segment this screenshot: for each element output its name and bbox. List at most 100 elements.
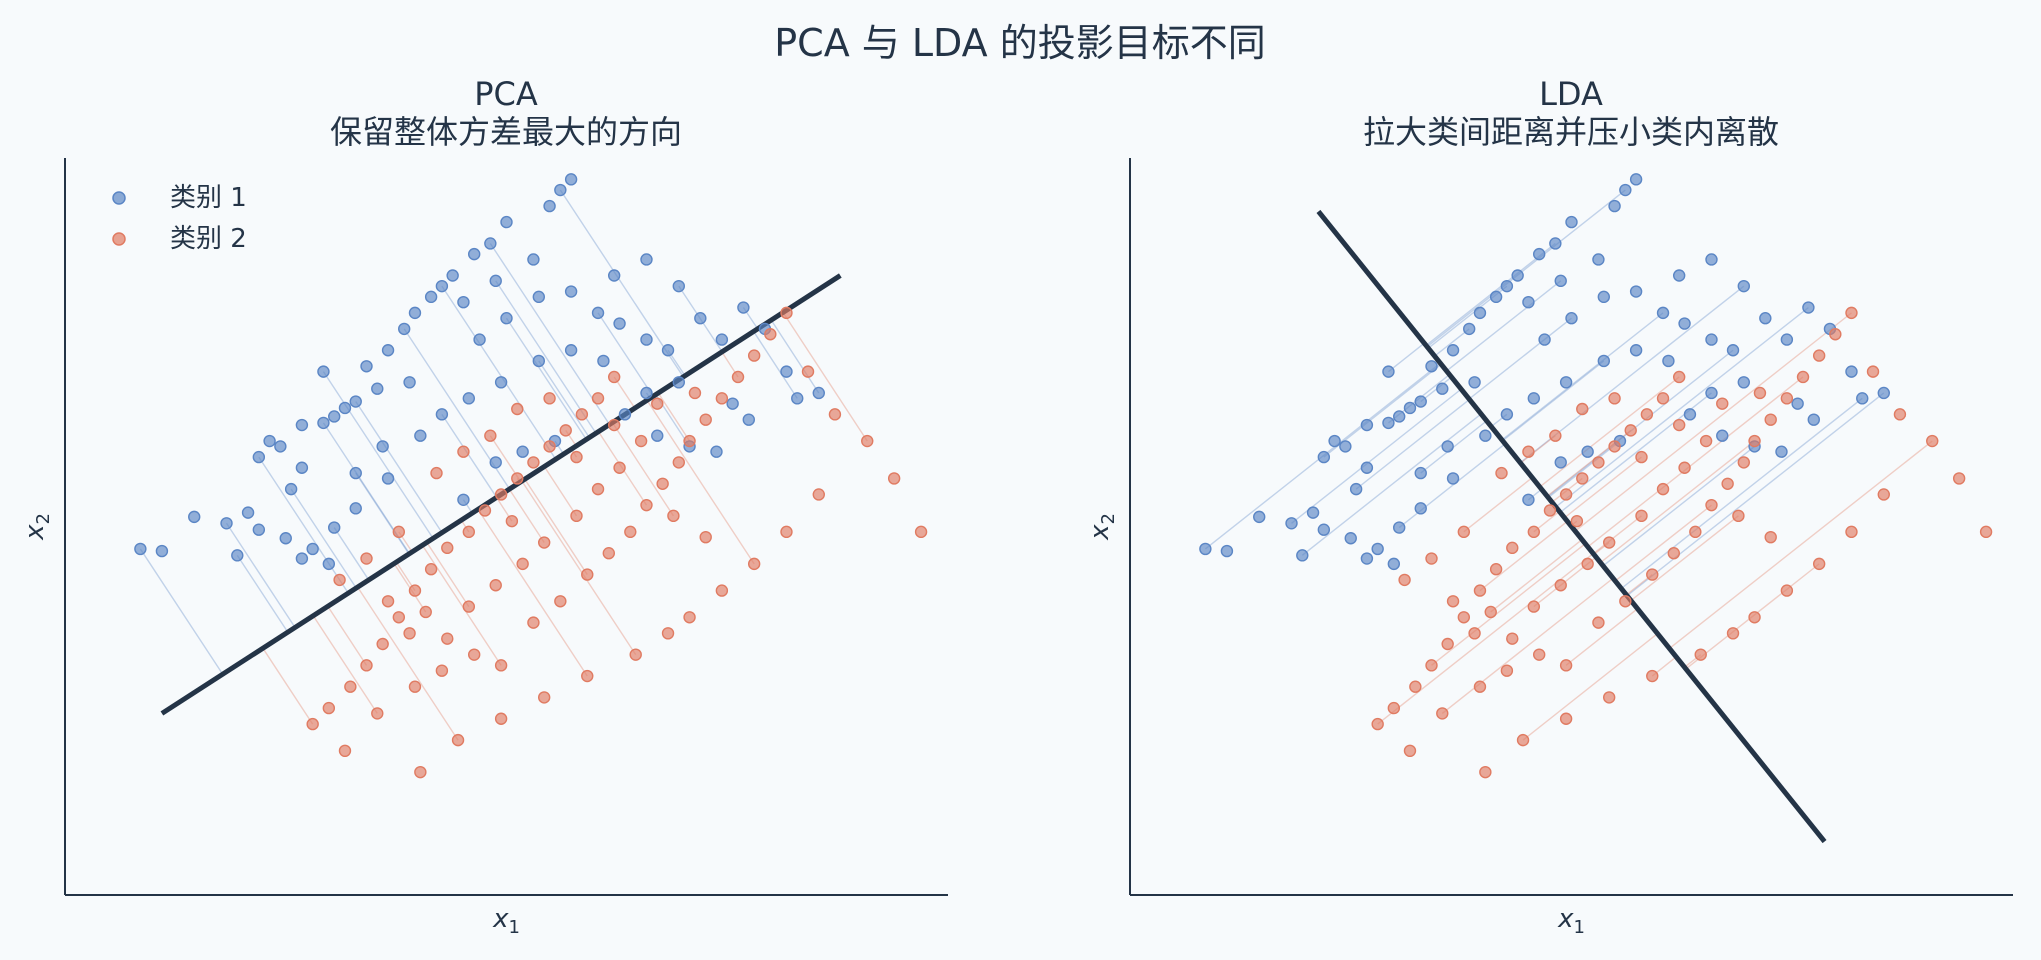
pca-point-class2: [441, 541, 454, 555]
lda-point-class2: [1694, 648, 1707, 661]
lda-point-class1: [1737, 279, 1750, 293]
lda-point-class2: [1716, 397, 1729, 410]
pca-x-label-sub: 1: [508, 917, 519, 938]
lda-point-class1: [1559, 376, 1573, 389]
lda-point-class1: [1349, 482, 1363, 496]
pca-point-class2: [537, 536, 551, 549]
pca-point-class2: [683, 434, 696, 448]
lda-projection-connector: [1592, 515, 1642, 555]
lda-point-class1: [1360, 461, 1374, 474]
pca-point-class1: [710, 445, 723, 458]
pca-projection-connector: [322, 371, 434, 539]
pca-point-class1: [241, 506, 255, 519]
lda-point-class2: [1737, 456, 1750, 469]
lda-point-class1: [1705, 386, 1718, 400]
lda-point-class2: [1532, 648, 1546, 661]
pca-point-class1: [414, 429, 427, 442]
pca-projection-connector: [489, 243, 610, 425]
lda-x-label: x1: [1557, 904, 1585, 938]
lda-point-class2: [1506, 632, 1519, 645]
pca-point-class2: [715, 392, 729, 405]
lda-point-class2: [1608, 392, 1621, 405]
pca-point-class1: [473, 333, 486, 346]
lda-point-class1: [1672, 269, 1686, 282]
lda-point-class1: [1662, 354, 1675, 368]
pca-point-class2: [419, 605, 432, 619]
lda-point-class2: [1812, 557, 1826, 571]
lda-projection-connector: [1522, 633, 1658, 741]
pca-point-class1: [812, 386, 825, 400]
lda-point-class1: [1436, 382, 1449, 395]
pca-point-class2: [914, 525, 928, 539]
pca-point-class1: [435, 408, 449, 421]
pca-projection-connector: [524, 478, 588, 575]
pca-projection-connector: [597, 312, 654, 397]
pca-point-class2: [435, 664, 449, 677]
lda-point-class2: [1387, 701, 1401, 715]
lda-point-class1: [1619, 183, 1632, 197]
lda-point-class1: [1845, 365, 1858, 378]
lda-point-class2: [1667, 547, 1680, 560]
pca-point-class1: [640, 253, 653, 266]
lda-point-class2: [1796, 370, 1810, 384]
lda-projection-connector: [1564, 456, 1642, 519]
legend-label-class1: 类别 1: [170, 183, 247, 213]
lda-projection-connector: [1520, 435, 1556, 464]
pca-projection-connector: [770, 319, 820, 394]
pca-point-class2: [661, 627, 675, 640]
pca-point-class1: [640, 333, 653, 346]
pca-point-class1: [672, 376, 685, 389]
pca-point-class2: [344, 680, 357, 693]
pca-point-class1: [467, 247, 481, 261]
lda-point-class1: [1678, 317, 1691, 330]
lda-point-class1: [1737, 376, 1750, 389]
lda-point-class2: [1559, 712, 1573, 725]
pca-point-class1: [726, 397, 739, 410]
pca-point-class1: [349, 466, 362, 480]
pca-point-class2: [780, 306, 793, 320]
pca-panel: x1 x2: [20, 158, 948, 938]
legend-marker-class2: [112, 232, 126, 246]
lda-point-class1: [1527, 392, 1541, 405]
legend-label-class2: 类别 2: [170, 224, 247, 254]
lda-point-class1: [1656, 306, 1670, 320]
pca-point-class1: [791, 392, 804, 405]
pca-point-class1: [516, 445, 529, 458]
pca-point-class1: [532, 290, 546, 304]
lda-point-class2: [1592, 616, 1605, 629]
pca-point-class1: [295, 418, 309, 432]
lda-point-class1: [1554, 274, 1567, 288]
lda-point-class2: [1473, 584, 1487, 597]
pca-point-class1: [462, 392, 476, 405]
lda-projection-connector: [1602, 445, 1755, 567]
pca-point-class2: [731, 370, 745, 384]
pca-point-class1: [398, 322, 411, 336]
pca-point-class1: [134, 542, 147, 556]
lda-point-class2: [1689, 525, 1702, 539]
pca-point-class1: [349, 395, 362, 408]
lda-point-class1: [1306, 506, 1320, 519]
pca-point-class2: [306, 717, 319, 731]
pca-point-class1: [484, 237, 497, 250]
lda-point-class1: [1522, 493, 1535, 506]
pca-projection-connector: [646, 399, 755, 565]
lda-point-class1: [1629, 344, 1643, 357]
lda-point-class1: [1253, 510, 1266, 524]
lda-point-class2: [1748, 434, 1761, 448]
pca-point-class1: [435, 279, 449, 293]
lda-point-class2: [1473, 680, 1487, 693]
pca-y-label: x2: [20, 513, 54, 541]
pca-point-class1: [494, 376, 508, 389]
pca-point-class1: [408, 306, 422, 320]
lda-point-class2: [1592, 456, 1605, 469]
pca-point-class2: [505, 514, 519, 528]
pca-point-class1: [349, 502, 362, 515]
lda-point-class2: [1436, 707, 1449, 720]
pca-point-class2: [381, 595, 395, 608]
pca-point-class1: [527, 253, 540, 266]
pca-point-class2: [392, 611, 406, 624]
pca-projection-connector: [477, 508, 588, 677]
pca-projection-connector: [327, 605, 368, 666]
pca-point-class1: [500, 312, 513, 325]
pca-point-class2: [559, 424, 572, 437]
